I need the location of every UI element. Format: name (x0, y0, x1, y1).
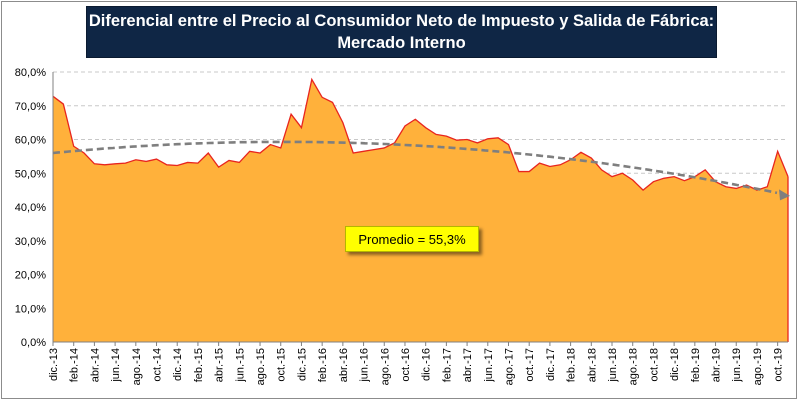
chart-title-line-1: Diferencial entre el Precio al Consumido… (88, 12, 715, 30)
x-tick-label: oct.-18 (648, 348, 660, 382)
x-tick-label: dic.-18 (669, 348, 681, 381)
x-tick-label: ago.-17 (503, 348, 515, 385)
x-tick-label: abr.-15 (214, 348, 226, 382)
series-line (52, 77, 789, 192)
x-tick-label: feb.-16 (317, 348, 329, 382)
x-tick-label: jun.-17 (483, 348, 495, 383)
average-annotation: Promedio = 55,3% (345, 226, 479, 252)
x-tick-label: dic.-14 (172, 348, 184, 381)
y-tick-label: 20,0% (15, 270, 46, 282)
x-tick-label: jun.-15 (234, 348, 246, 383)
x-tick-label: abr.-14 (89, 348, 101, 382)
y-tick-label: 60,0% (15, 135, 46, 147)
y-tick-label: 10,0% (15, 303, 46, 315)
x-tick-label: jun.-14 (110, 348, 122, 383)
x-tick-label: feb.-15 (193, 348, 205, 382)
trend-arrowhead (779, 189, 790, 201)
x-tick-label: feb.-19 (690, 348, 702, 382)
x-tick-label: abr.-16 (338, 348, 350, 382)
x-tick-label: oct.-14 (152, 348, 164, 382)
x-tick-label: dic.-15 (296, 348, 308, 381)
area-series (53, 79, 788, 343)
y-tick-label: 0,0% (21, 337, 46, 349)
x-tick-label: ago.-19 (752, 348, 764, 385)
y-tick-label: 80,0% (15, 67, 46, 79)
chart-title: Diferencial entre el Precio al Consumido… (86, 6, 717, 58)
chart-title-line-2: Mercado Interno (337, 34, 466, 52)
x-tick-label: ago.-15 (255, 348, 267, 385)
x-tick-label: jun.-19 (731, 348, 743, 383)
x-tick-label: ago.-14 (131, 348, 143, 385)
x-tick-label: abr.-19 (711, 348, 723, 382)
x-tick-label: abr.-18 (586, 348, 598, 382)
trend-line (52, 140, 778, 195)
y-tick-label: 40,0% (15, 202, 46, 214)
x-tick-label: oct.-17 (524, 348, 536, 382)
x-tick-label: feb.-18 (566, 348, 578, 382)
x-tick-label: dic.-17 (545, 348, 557, 381)
x-tick-label: oct.-19 (773, 348, 785, 382)
x-tick-label: feb.-17 (441, 348, 453, 382)
x-tick-label: ago.-16 (379, 348, 391, 385)
x-tick-label: feb.-14 (69, 348, 81, 382)
x-tick-label: dic.-13 (48, 348, 60, 381)
x-tick-label: dic.-16 (421, 348, 433, 381)
x-tick-label: ago.-18 (628, 348, 640, 385)
x-tick-label: jun.-16 (359, 348, 371, 383)
y-tick-label: 50,0% (15, 168, 46, 180)
x-tick-label: abr.-17 (462, 348, 474, 382)
x-tick-label: oct.-16 (400, 348, 412, 382)
y-tick-label: 30,0% (15, 236, 46, 248)
x-tick-label: jun.-18 (607, 348, 619, 383)
y-axis-labels: 0,0% 10,0% 20,0% 30,0% 40,0% 50,0% 60,0% 70,0% 8… (15, 67, 46, 349)
y-tick-label: 70,0% (15, 101, 46, 113)
x-axis-labels: dic.-13 feb.-14 abr.-14 jun.-14 ago.-14 oct.-… (48, 342, 785, 385)
axes (52, 72, 790, 343)
x-tick-label: oct.-15 (276, 348, 288, 382)
